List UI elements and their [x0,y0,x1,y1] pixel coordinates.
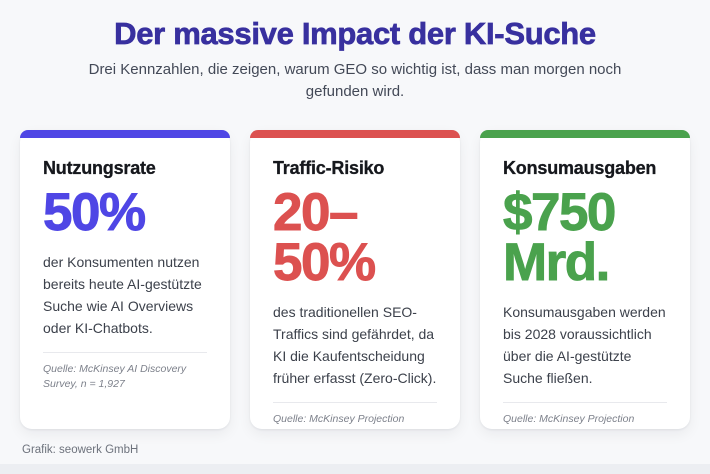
card-title: Konsumausgaben [503,157,657,178]
card-body: Nutzungsrate 50% der Konsumenten nutzen … [20,138,230,429]
card-title: Traffic-Risiko [273,157,385,178]
footer-credit: Grafik: seowerk GmbH [22,444,139,456]
card-accent-bar [480,129,690,138]
card-value: 20– 50% [273,182,377,292]
card-value: $750 Mrd. [503,182,617,292]
page-title: Der massive Impact der KI-Suche [114,16,597,52]
card-body: Traffic-Risiko 20– 50% des traditionelle… [250,138,460,444]
card-description: der Konsumenten nutzen bereits heute AI-… [43,253,202,336]
card-description: Konsumausgaben werden bis 2028 voraussic… [503,304,666,387]
stat-card-traffic-risiko: Traffic-Risiko 20– 50% des traditionelle… [250,129,460,429]
card-source: Quelle: McKinsey AI Discovery Survey, n … [43,362,187,391]
card-accent-bar [20,129,230,138]
card-title: Nutzungsrate [43,157,156,178]
card-source: Quelle: McKinsey Projection [503,413,635,426]
page-subtitle: Drei Kennzahlen, die zeigen, warum GEO s… [88,60,622,101]
bottom-band [0,464,710,474]
card-source: Quelle: McKinsey Projection [273,413,405,426]
card-description: des traditionellen SEO-Traffics sind gef… [273,304,437,387]
card-divider [273,402,437,404]
card-divider [503,402,667,404]
stat-card-konsumausgaben: Konsumausgaben $750 Mrd. Konsumausgaben … [480,129,690,429]
header: Der massive Impact der KI-Suche Drei Ken… [0,0,710,104]
card-body: Konsumausgaben $750 Mrd. Konsumausgaben … [480,138,690,444]
card-value: 50% [43,182,147,242]
card-divider [43,351,207,353]
stat-card-nutzungsrate: Nutzungsrate 50% der Konsumenten nutzen … [20,129,230,429]
stat-cards-row: Nutzungsrate 50% der Konsumenten nutzen … [0,129,710,429]
card-accent-bar [250,129,460,138]
